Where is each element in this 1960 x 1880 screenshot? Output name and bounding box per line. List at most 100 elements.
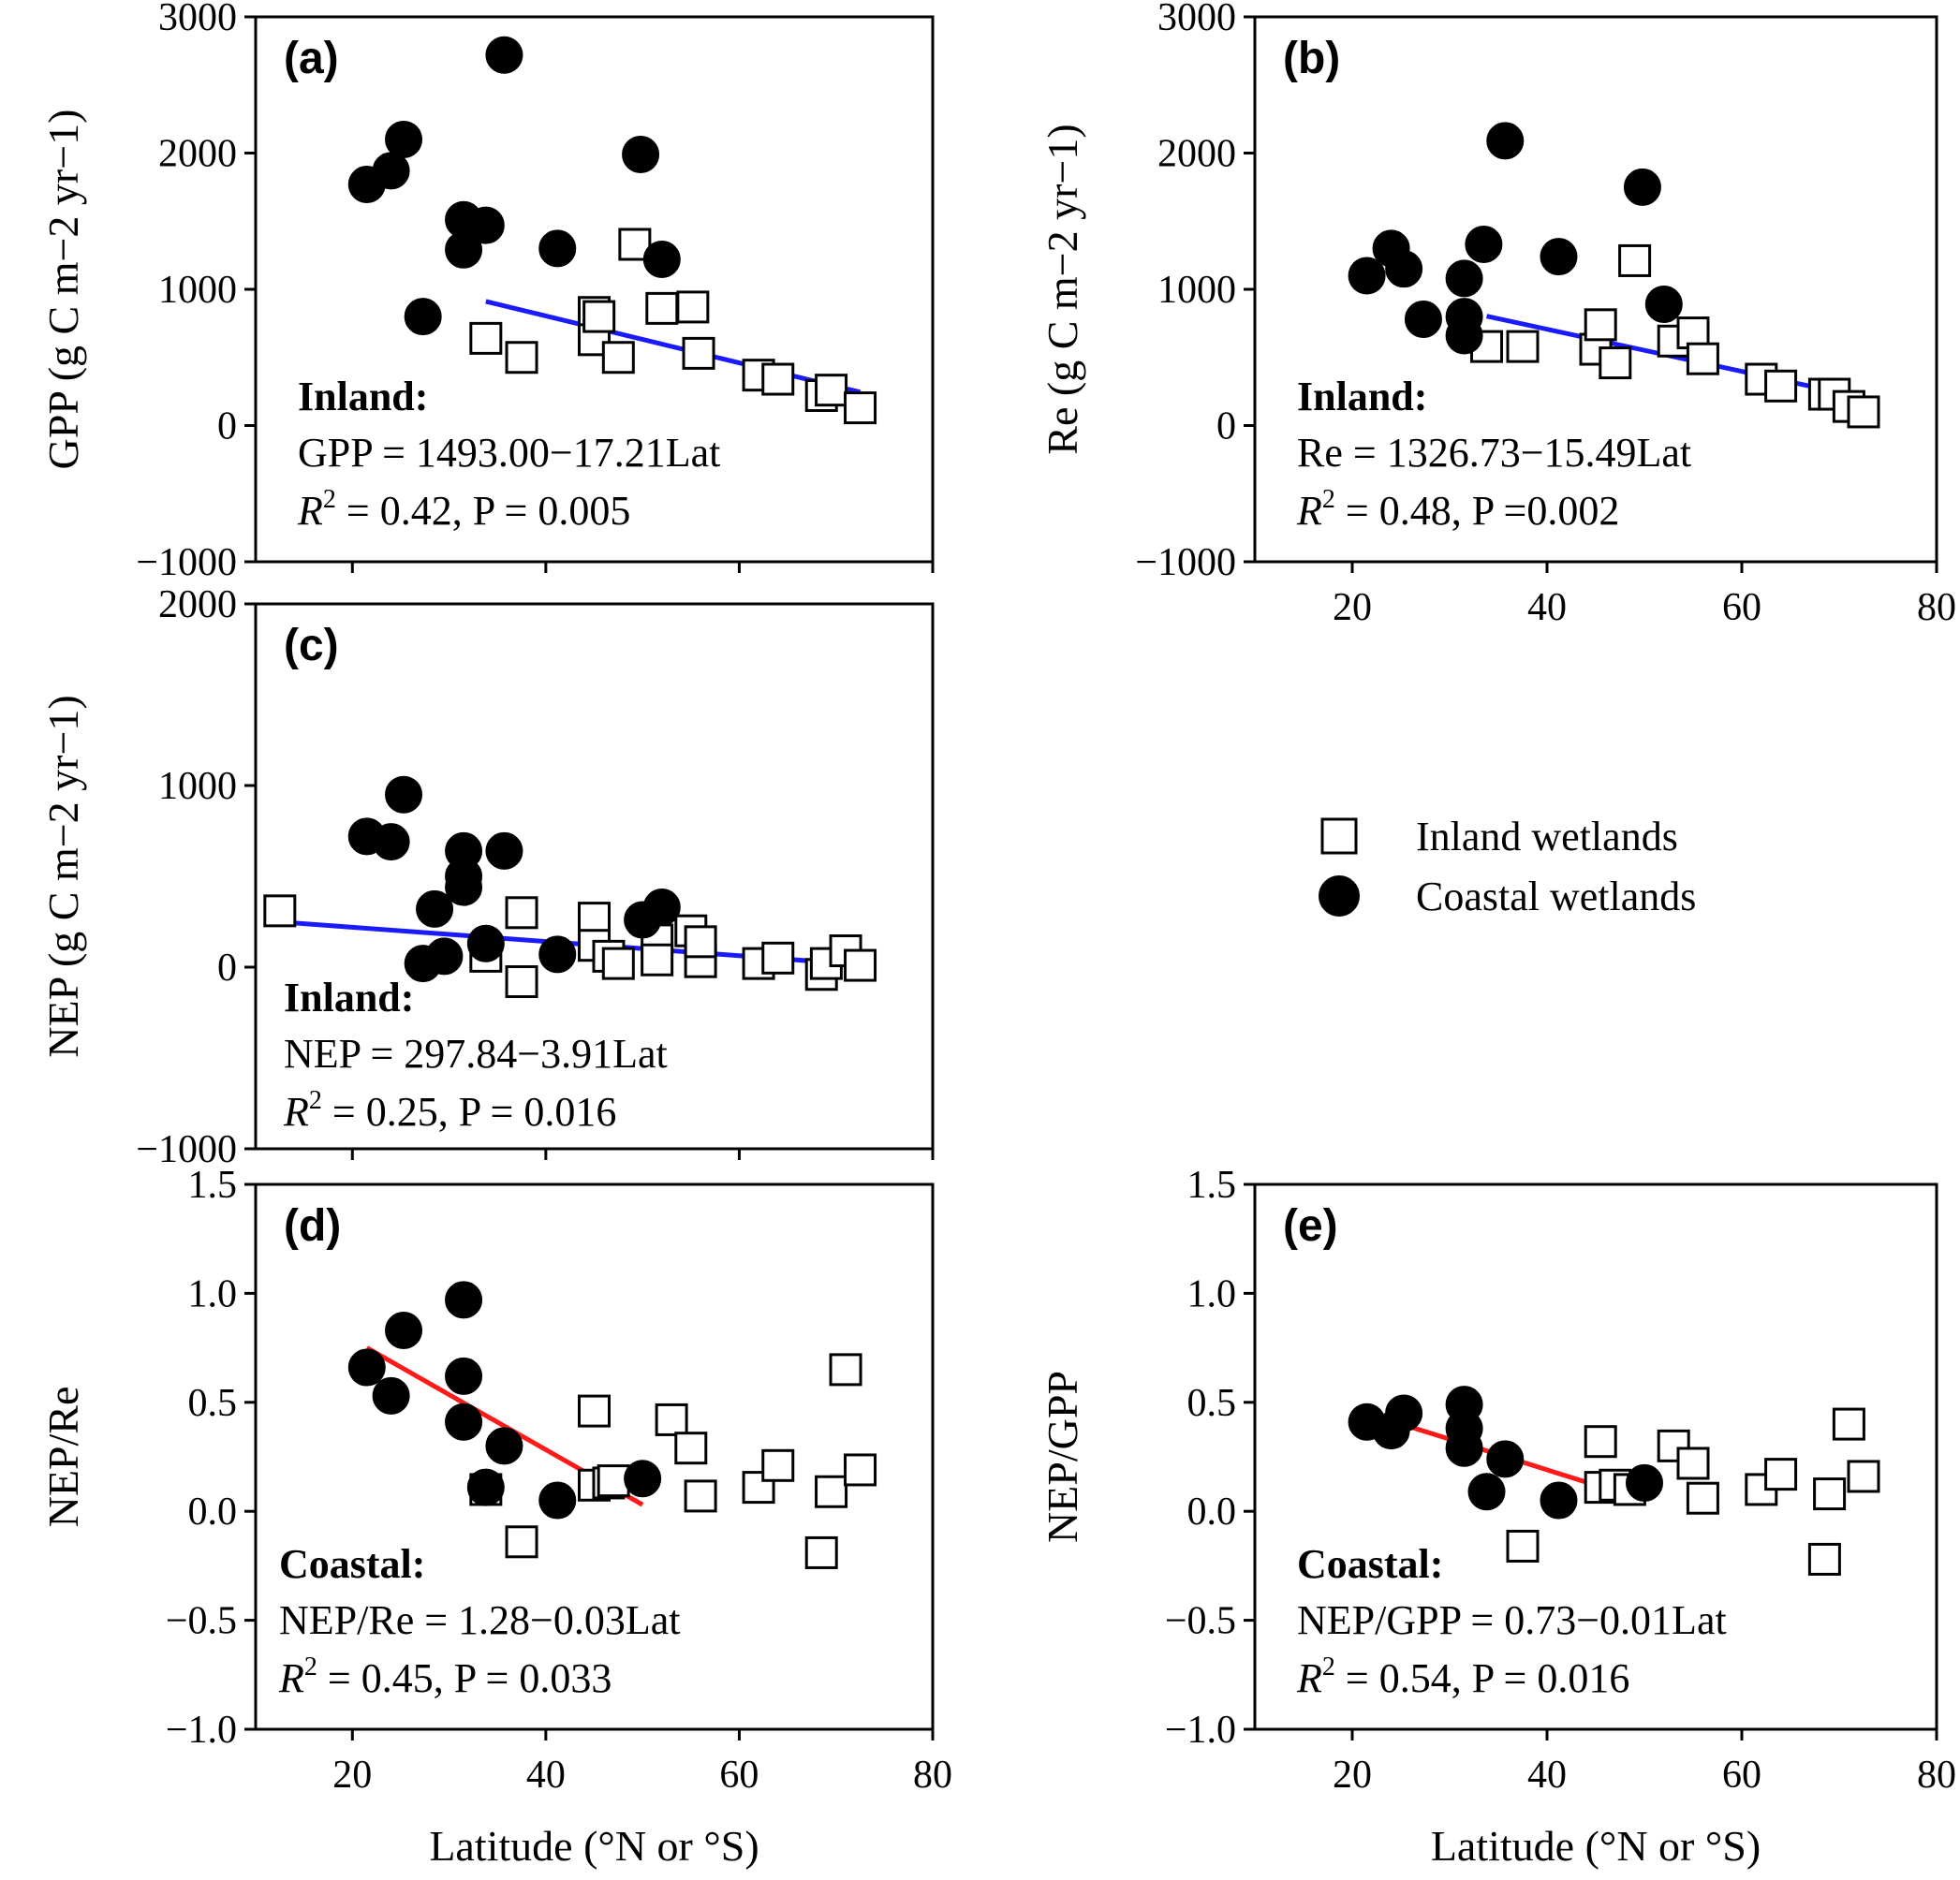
panel-c-inland-point — [263, 894, 297, 928]
panel-a-ytick-label: 0 — [217, 405, 237, 448]
panel-a: −1000 0 1000 2000 3000 GPP (g C m−2 yr−1) (a) I… — [39, 0, 935, 584]
panel-a-coastal-point — [404, 298, 442, 336]
panel-d-xtick-label: 20 — [332, 1754, 372, 1797]
panel-c-inland-point — [505, 965, 538, 999]
panel-b-ytick-label: 2000 — [1157, 133, 1236, 176]
panel-e-coastal-point — [1540, 1481, 1578, 1520]
legend: Inland wetlands Coastal wetlands — [1319, 814, 1696, 919]
panel-c-inland-point — [505, 896, 538, 930]
panel-b-ytick-label: −1000 — [1135, 541, 1236, 584]
panel-e-inland-point — [1686, 1481, 1719, 1515]
panel-b-inland-point — [1506, 330, 1540, 363]
panel-b-annot-rest: = 0.48, P =0.002 — [1335, 488, 1619, 534]
panel-c-annot-equation: NEP = 297.84−3.91Lat — [284, 1031, 668, 1077]
panel-e-inland-point — [1813, 1477, 1847, 1511]
panel-a-inland-point — [844, 391, 877, 425]
panel-b-coastal-point — [1465, 225, 1503, 263]
panel-c-inland-point — [844, 948, 877, 982]
panel-b-inland-point — [1764, 369, 1798, 403]
panel-c-coastal-point — [416, 889, 454, 928]
panel-e-coastal-point — [1385, 1394, 1423, 1432]
panel-e-inland-point — [1764, 1458, 1798, 1491]
panel-b-inland-point — [1584, 308, 1617, 342]
panel-c-ylabel: NEP (g C m−2 yr−1) — [39, 695, 87, 1058]
panel-b-xtick-label: 60 — [1722, 586, 1761, 629]
panel-a-coastal-point — [642, 240, 681, 278]
panel-d-annot-equation: NEP/Re = 1.28−0.03Lat — [279, 1597, 680, 1643]
panel-a-coastal-point — [622, 135, 660, 173]
panel-b-coastal-point — [1445, 316, 1483, 355]
panel-b-coastal-point — [1385, 250, 1423, 288]
panel-b-coastal-point — [1348, 257, 1386, 295]
panel-b-annot-title: Inland: — [1297, 374, 1427, 419]
panel-a-inland-point — [601, 341, 635, 375]
panel-d-ytick-label: 0.0 — [188, 1491, 238, 1534]
panel-e-xtick-label: 20 — [1333, 1754, 1372, 1797]
panel-a-coastal-point — [445, 230, 483, 269]
panel-e-ytick-label: −0.5 — [1165, 1600, 1236, 1643]
panel-a-label: (a) — [284, 34, 339, 83]
panel-c-annot-rest: = 0.25, P = 0.016 — [322, 1089, 616, 1135]
panel-e-inland-point — [1676, 1447, 1710, 1480]
panel-d-inland-point — [597, 1464, 630, 1498]
panel-d-inland-point — [844, 1453, 877, 1487]
panel-e-xtick-label: 60 — [1722, 1754, 1761, 1797]
panel-d-ytick-label: −1.0 — [166, 1709, 237, 1752]
panel-d-coastal-point — [445, 1281, 483, 1319]
panel-b-xtick-label: 20 — [1333, 586, 1372, 629]
panel-e-ytick-label: 0.0 — [1187, 1491, 1237, 1534]
panel-b-inland-point — [1847, 395, 1880, 429]
panel-a-coastal-point — [538, 229, 577, 268]
panel-b-annot-sup: 2 — [1322, 485, 1335, 514]
panel-a-annot-equation: GPP = 1493.00−17.21Lat — [298, 430, 720, 476]
panel-d-coastal-point — [445, 1403, 483, 1441]
panel-d: −1.0 −0.5 0.0 0.5 1.0 1.5 20 40 60 80 NEP/Re Latitu… — [39, 1164, 952, 1870]
panel-c-annot-title: Inland: — [284, 975, 414, 1021]
panel-c-ytick-label: −1000 — [136, 1128, 237, 1171]
panel-d-inland-point — [578, 1394, 611, 1428]
panel-a-inland-point — [682, 336, 715, 370]
panel-b-ytick-label: 1000 — [1157, 269, 1236, 312]
panel-e-xtick-label: 40 — [1527, 1754, 1567, 1797]
panel-a-ytick-label: 3000 — [158, 0, 237, 39]
panel-d-ytick-label: 1.0 — [188, 1272, 238, 1315]
panel-b-xtick-label: 40 — [1527, 586, 1567, 629]
panel-e-annot-equation: NEP/GPP = 0.73−0.01Lat — [1297, 1597, 1727, 1643]
legend-inland-label: Inland wetlands — [1416, 814, 1678, 859]
panel-b-xtick-label: 80 — [1917, 586, 1956, 629]
panel-e-annot-sup: 2 — [1322, 1652, 1335, 1682]
panel-a-annot-sup: 2 — [323, 485, 336, 514]
panel-d-coastal-point — [445, 1357, 483, 1395]
panel-d-inland-point — [804, 1535, 838, 1569]
panel-e-annot-r: R — [1296, 1655, 1322, 1701]
panel-e-xtick-label: 80 — [1917, 1754, 1956, 1797]
panel-c-annot-r: R — [283, 1089, 309, 1135]
panel-b-annot-stats: R2 = 0.48, P =0.002 — [1296, 485, 1619, 534]
panel-d-inland-point — [684, 1479, 717, 1513]
panel-a-annot-stats: R2 = 0.42, P = 0.005 — [297, 485, 630, 534]
panel-a-ytick-label: 2000 — [158, 133, 237, 176]
panel-b-coastal-point — [1623, 168, 1661, 206]
panel-a-frame — [254, 15, 935, 564]
panel-a-coastal-point — [372, 152, 410, 190]
panel-e-ytick-label: 1.5 — [1187, 1164, 1237, 1207]
panel-c-coastal-point — [538, 935, 577, 974]
panel-d-xtick-label: 40 — [526, 1754, 566, 1797]
panel-c-coastal-point — [466, 924, 505, 962]
panel-e-annot-rest: = 0.54, P = 0.016 — [1335, 1655, 1629, 1701]
panel-a-ytick-label: −1000 — [136, 541, 237, 584]
panel-d-ytick-label: 1.5 — [188, 1164, 238, 1207]
panel-e-inland-point — [1807, 1542, 1841, 1576]
panel-a-annot-rest: = 0.42, P = 0.005 — [336, 488, 630, 534]
panel-d-inland-point — [505, 1525, 538, 1559]
panel-c-inland-point — [578, 902, 611, 935]
panel-a-inland-point — [582, 300, 616, 333]
panel-c: −1000 0 1000 2000 NEP (g C m−2 yr−1) (c) Inlan… — [39, 583, 935, 1171]
panel-a-inland-point — [645, 291, 679, 325]
panel-c-inland-point — [761, 941, 795, 975]
panel-d-inland-point — [674, 1432, 708, 1465]
panel-b-coastal-point — [1486, 122, 1525, 160]
panel-d-coastal-point — [538, 1481, 577, 1520]
